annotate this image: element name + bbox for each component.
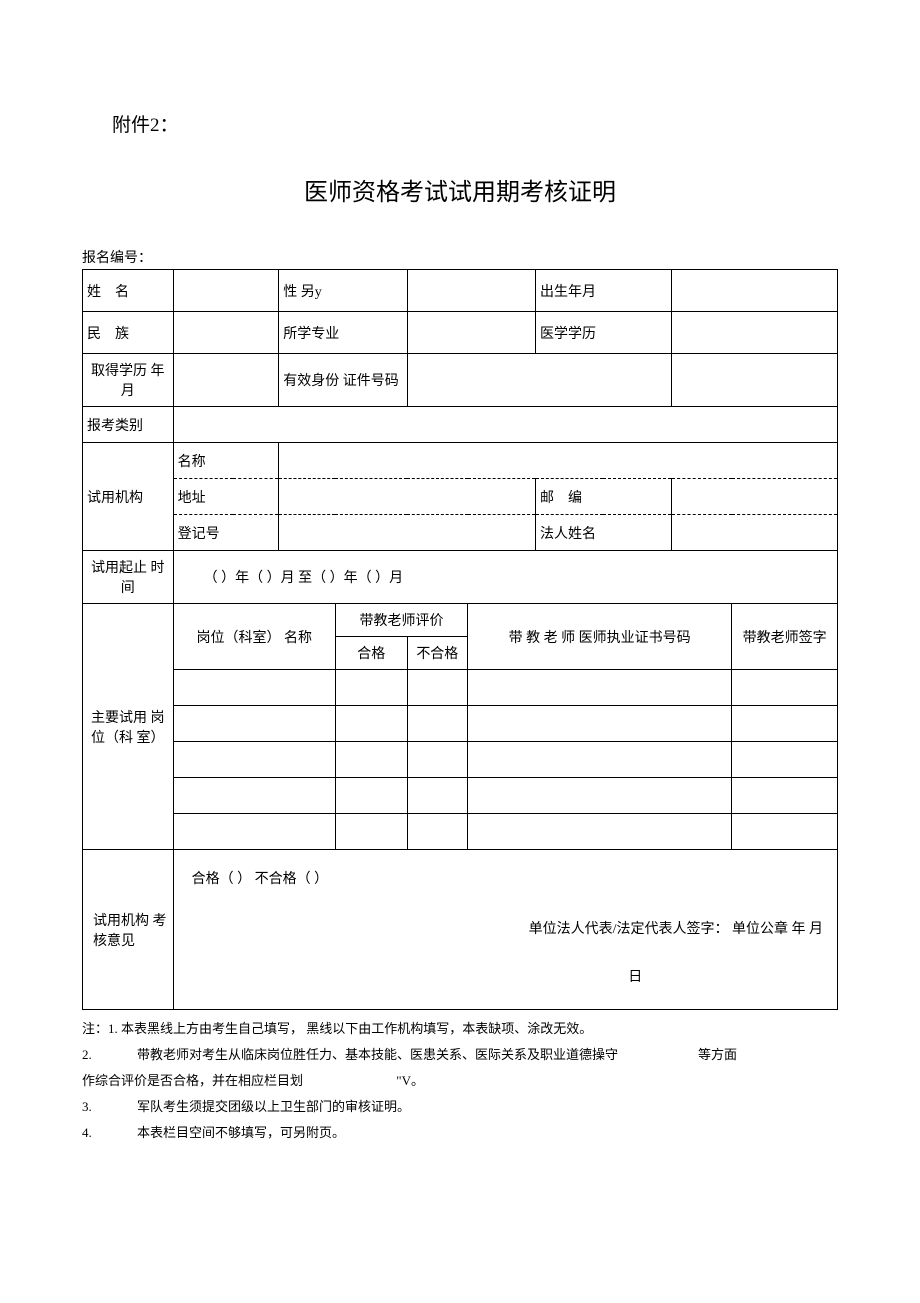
form-table: 姓 名 性 另y 出生年月 民 族 所学专业 医学学历 取得学历 年 月 有效身… [82,269,838,1010]
fail-2[interactable] [407,706,467,742]
sign-1[interactable] [732,670,838,706]
sign-5[interactable] [732,814,838,850]
fail-3[interactable] [407,742,467,778]
value-ethnic[interactable] [173,312,279,354]
value-name[interactable] [173,270,279,312]
registration-number-label: 报名编号： [82,247,838,267]
pass-5[interactable] [335,814,407,850]
label-sex: 性 另y [279,270,407,312]
label-inst-name: 名称 [173,443,279,479]
pass-3[interactable] [335,742,407,778]
opinion-checkboxes: 合格（ ） 不合格（ ） [184,868,827,888]
hdr-position: 岗位（科室） 名称 [173,604,335,670]
label-ethnic: 民 族 [83,312,174,354]
opinion-sign-line: 单位法人代表/法定代表人签字： 单位公章 年 月 [184,918,827,938]
value-birth[interactable] [671,270,837,312]
label-inst-legal: 法人姓名 [535,515,671,551]
pos-3[interactable] [173,742,335,778]
hdr-eval: 带教老师评价 [335,604,467,637]
note-2a: 2. 带教老师对考生从临床岗位胜任力、基本技能、医患关系、医际关系及职业道德操守… [82,1042,838,1068]
label-inst-addr: 地址 [173,479,279,515]
value-edu[interactable] [671,312,837,354]
value-inst-reg[interactable] [279,515,536,551]
label-edu: 医学学历 [535,312,671,354]
label-inst-reg: 登记号 [173,515,279,551]
notes-section: 注：1. 本表黑线上方由考生自己填写， 黑线以下由工作机构填写，本表缺项、涂改无… [82,1016,838,1146]
label-name: 姓 名 [83,270,174,312]
note-4: 4. 本表栏目空间不够填写，可另附页。 [82,1120,838,1146]
opinion-day: 日 [184,966,827,986]
label-major: 所学专业 [279,312,407,354]
fail-5[interactable] [407,814,467,850]
pass-2[interactable] [335,706,407,742]
label-main-position: 主要试用 岗位（科 室） [83,604,174,850]
value-degree-date[interactable] [173,354,279,407]
label-degree-date: 取得学历 年 月 [83,354,174,407]
label-institution: 试用机构 [83,443,174,551]
hdr-pass: 合格 [335,637,407,670]
value-inst-addr[interactable] [279,479,536,515]
value-category[interactable] [173,407,837,443]
value-inst-name[interactable] [279,443,838,479]
teacher-4[interactable] [468,778,732,814]
teacher-2[interactable] [468,706,732,742]
sign-2[interactable] [732,706,838,742]
pos-4[interactable] [173,778,335,814]
label-id: 有效身份 证件号码 [279,354,407,407]
fail-1[interactable] [407,670,467,706]
label-category: 报考类别 [83,407,174,443]
pos-2[interactable] [173,706,335,742]
label-period: 试用起止 时间 [83,551,174,604]
document-title: 医师资格考试试用期考核证明 [82,172,838,207]
value-inst-zip[interactable] [671,479,837,515]
value-major[interactable] [407,312,535,354]
teacher-3[interactable] [468,742,732,778]
hdr-fail: 不合格 [407,637,467,670]
pos-5[interactable] [173,814,335,850]
note-3: 3. 军队考生须提交团级以上卫生部门的审核证明。 [82,1094,838,1120]
sign-3[interactable] [732,742,838,778]
note-1: 注：1. 本表黑线上方由考生自己填写， 黑线以下由工作机构填写，本表缺项、涂改无… [82,1016,838,1042]
teacher-1[interactable] [468,670,732,706]
label-opinion: 试用机构 考核意见 [83,850,174,1010]
value-id-extra[interactable] [671,354,837,407]
note-2b: 作综合评价是否合格，并在相应栏目划 "V。 [82,1068,838,1094]
attachment-label: 附件2： [112,110,838,137]
value-id[interactable] [407,354,671,407]
pos-1[interactable] [173,670,335,706]
pass-1[interactable] [335,670,407,706]
hdr-teacher: 带 教 老 师 医师执业证书号码 [468,604,732,670]
pass-4[interactable] [335,778,407,814]
label-birth: 出生年月 [535,270,671,312]
hdr-sign: 带教老师签字 [732,604,838,670]
value-inst-legal[interactable] [671,515,837,551]
sign-4[interactable] [732,778,838,814]
label-inst-zip: 邮 编 [535,479,671,515]
value-sex[interactable] [407,270,535,312]
fail-4[interactable] [407,778,467,814]
value-period[interactable]: （ ）年（ ）月 至（ ）年（ ）月 [173,551,837,604]
value-opinion[interactable]: 合格（ ） 不合格（ ） 单位法人代表/法定代表人签字： 单位公章 年 月 日 [173,850,837,1010]
teacher-5[interactable] [468,814,732,850]
